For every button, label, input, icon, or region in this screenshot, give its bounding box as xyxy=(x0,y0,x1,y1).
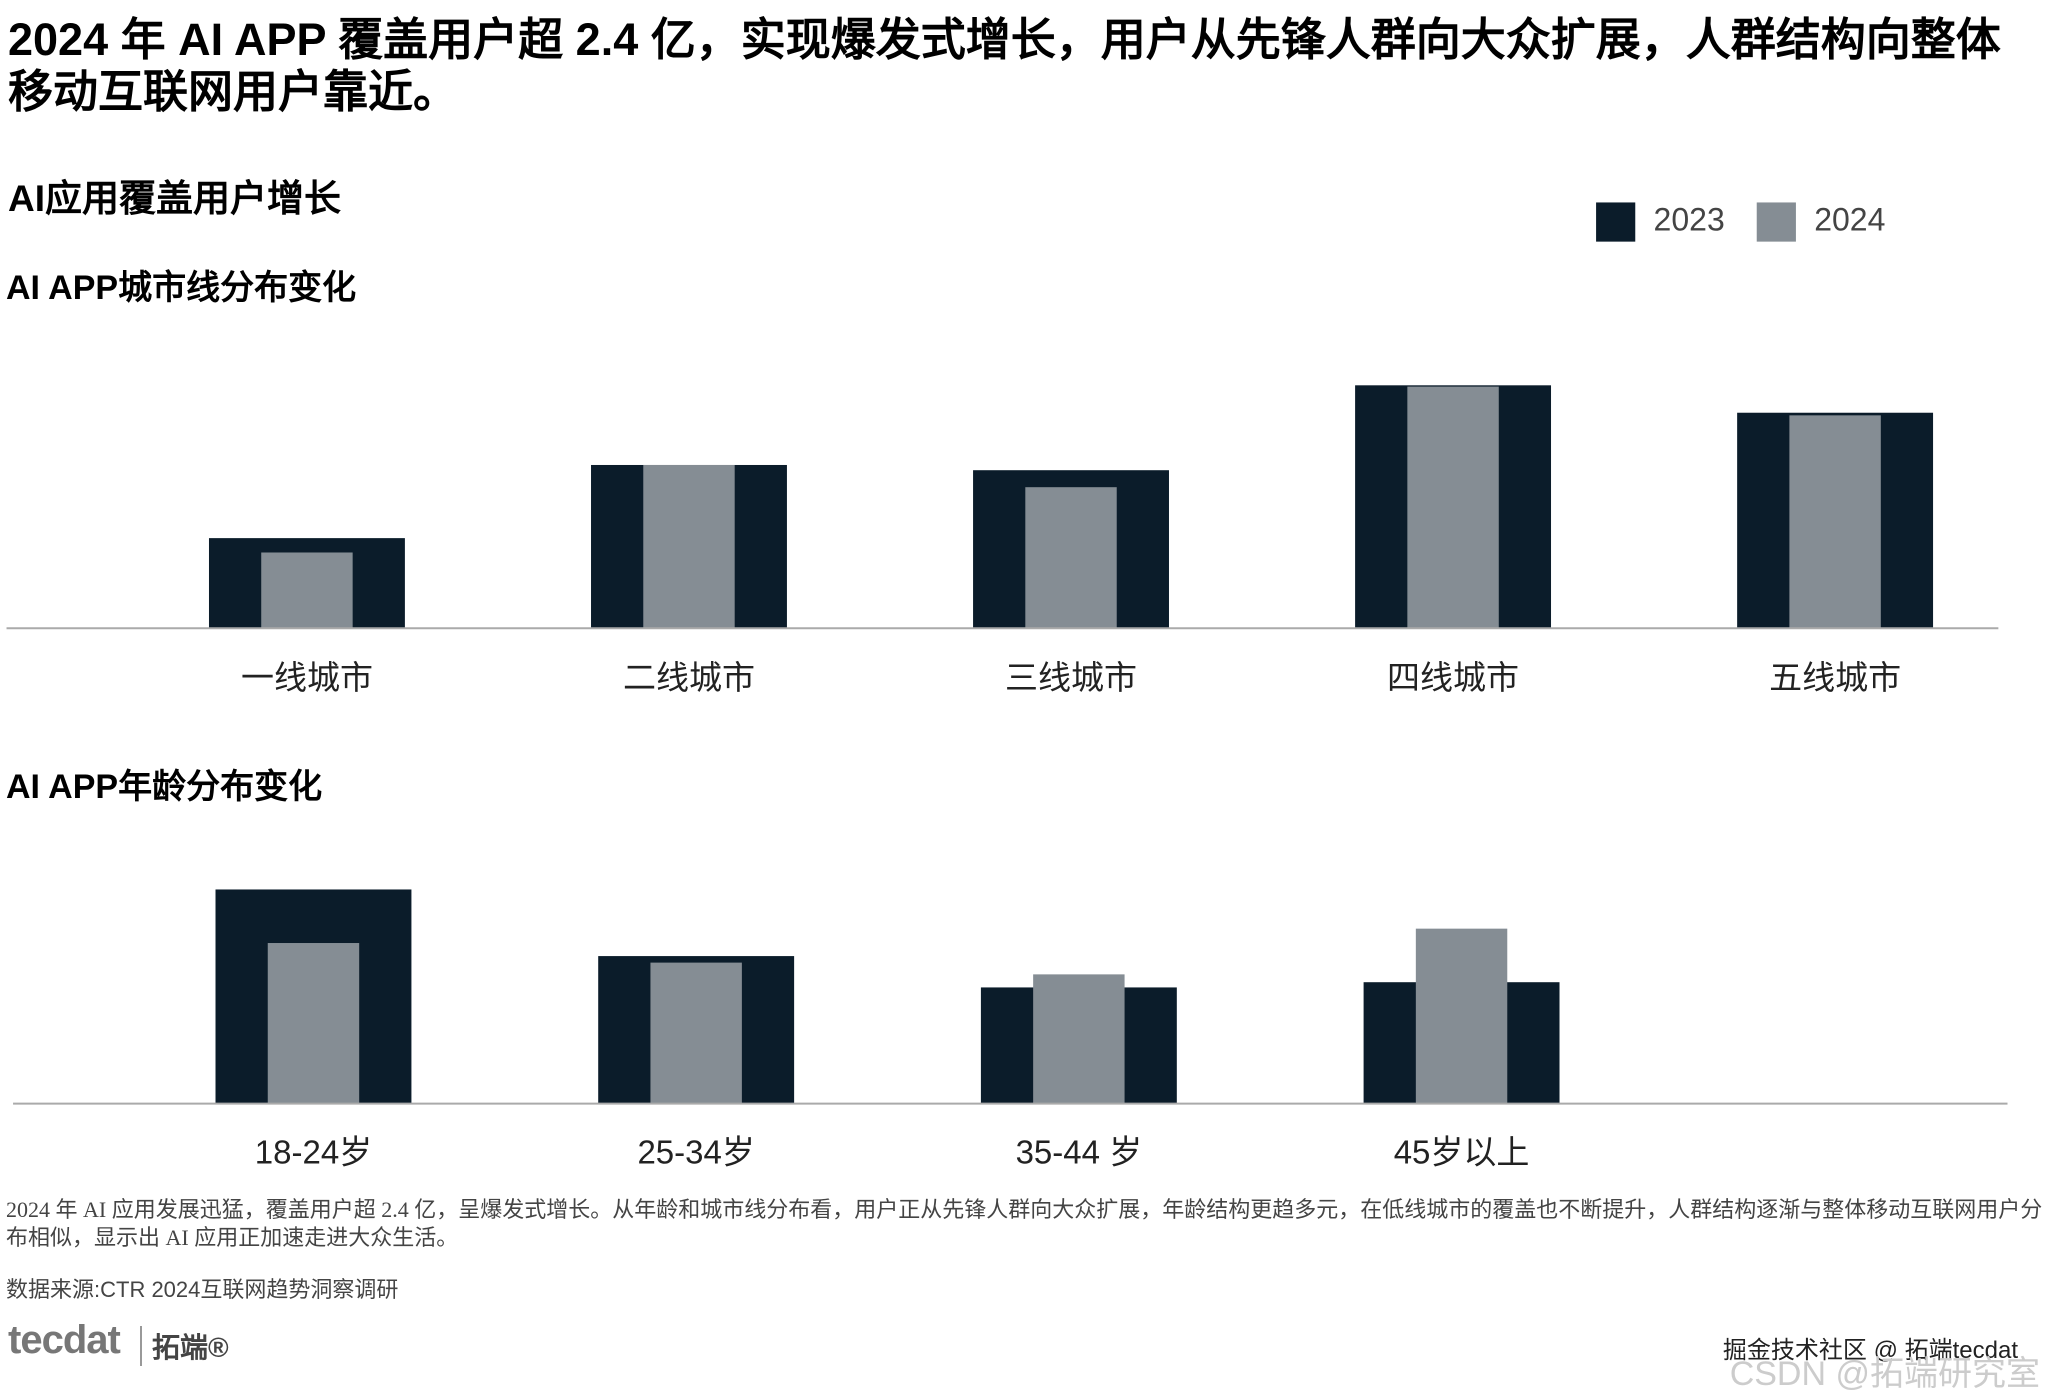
section-title: AI应用覆盖用户增长 xyxy=(8,178,341,219)
bar xyxy=(1025,487,1117,629)
bar xyxy=(643,464,735,629)
headline: 2024 年 AI APP 覆盖用户超 2.4 亿，实现爆发式增长，用户从先锋人… xyxy=(8,14,2001,117)
chart-title: AI APP城市线分布变化 xyxy=(6,268,356,307)
chart-title: AI APP年龄分布变化 xyxy=(6,768,322,806)
bar xyxy=(1407,386,1499,629)
x-tick-label: 45岁以上 xyxy=(1394,1133,1530,1170)
bar xyxy=(261,552,353,629)
legend-label: 2023 xyxy=(1654,201,1725,237)
bar xyxy=(1033,974,1125,1104)
legend-swatch xyxy=(1756,202,1796,242)
footnote: 2024 年 AI 应用发展迅猛，覆盖用户超 2.4 亿，呈爆发式增长。从年龄和… xyxy=(6,1197,2043,1250)
bar xyxy=(1789,415,1881,629)
x-tick-label: 一线城市 xyxy=(241,659,373,696)
legend-label: 2024 xyxy=(1814,201,1885,237)
logo-text: 拓端® xyxy=(140,1326,229,1366)
x-tick-label: 五线城市 xyxy=(1769,659,1901,696)
x-tick-label: 25-34岁 xyxy=(637,1133,754,1170)
bar xyxy=(267,943,360,1104)
legend-swatch xyxy=(1596,202,1636,242)
x-tick-label: 三线城市 xyxy=(1005,659,1137,696)
x-tick-label: 18-24岁 xyxy=(255,1133,372,1170)
bar xyxy=(1415,928,1508,1104)
source: 数据来源:CTR 2024互联网趋势洞察调研 xyxy=(6,1277,399,1302)
watermark: 掘金技术社区 @ 拓端tecdat xyxy=(1722,1337,2018,1364)
bar xyxy=(650,962,742,1104)
x-tick-label: 二线城市 xyxy=(623,659,755,696)
watermark: CSDN @拓端研究室 xyxy=(1729,1355,2040,1393)
logo: tecdat xyxy=(8,1318,121,1362)
x-tick-label: 35-44 岁 xyxy=(1016,1133,1143,1170)
x-tick-label: 四线城市 xyxy=(1387,659,1519,696)
